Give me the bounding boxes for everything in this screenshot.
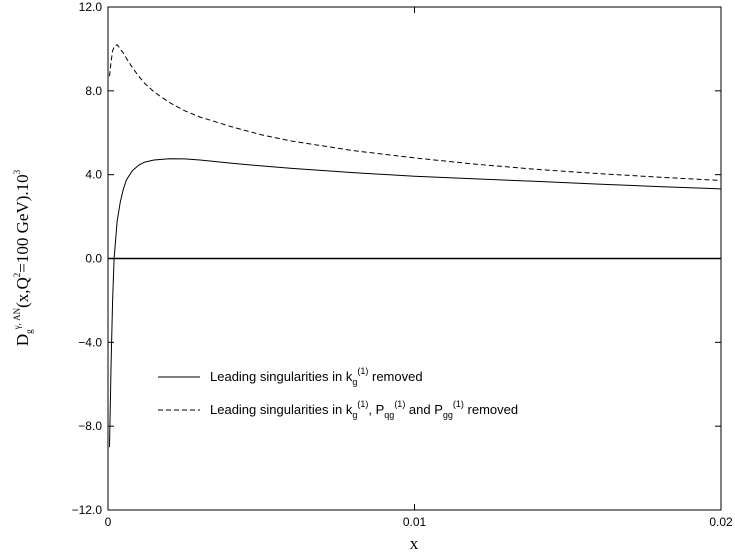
y-tick-label: 0.0 (85, 252, 102, 266)
y-tick-label: 8.0 (85, 84, 102, 98)
plot-area (107, 6, 722, 511)
y-tick-label: −8.0 (78, 419, 102, 433)
legend-label-solid: Leading singularities in kg(1) removed (210, 366, 423, 387)
legend: Leading singularities in kg(1) removed L… (158, 366, 518, 420)
x-tick-label: 0 (105, 515, 112, 529)
y-axis-ticks: −12.0 −8.0 −4.0 0.0 4.0 8.0 12.0 (72, 0, 721, 517)
x-tick-label: 0.01 (403, 515, 427, 529)
x-axis-ticks: 0 0.01 0.02 (105, 7, 733, 529)
x-axis-title: x (410, 534, 419, 553)
legend-label-dashed: Leading singularities in kg(1), Pqg(1) a… (210, 399, 518, 420)
series-line-dashed (109, 44, 722, 181)
y-tick-label: 12.0 (79, 0, 103, 14)
x-tick-label: 0.02 (709, 515, 733, 529)
y-tick-label: −4.0 (78, 335, 102, 349)
y-axis-title: Dgγ, AN(x,Q2=100 GeV).103 (12, 169, 34, 346)
y-tick-label: −12.0 (72, 503, 103, 517)
y-tick-label: 4.0 (85, 168, 102, 182)
series-layer (109, 44, 722, 448)
series-line-solid (109, 158, 722, 448)
